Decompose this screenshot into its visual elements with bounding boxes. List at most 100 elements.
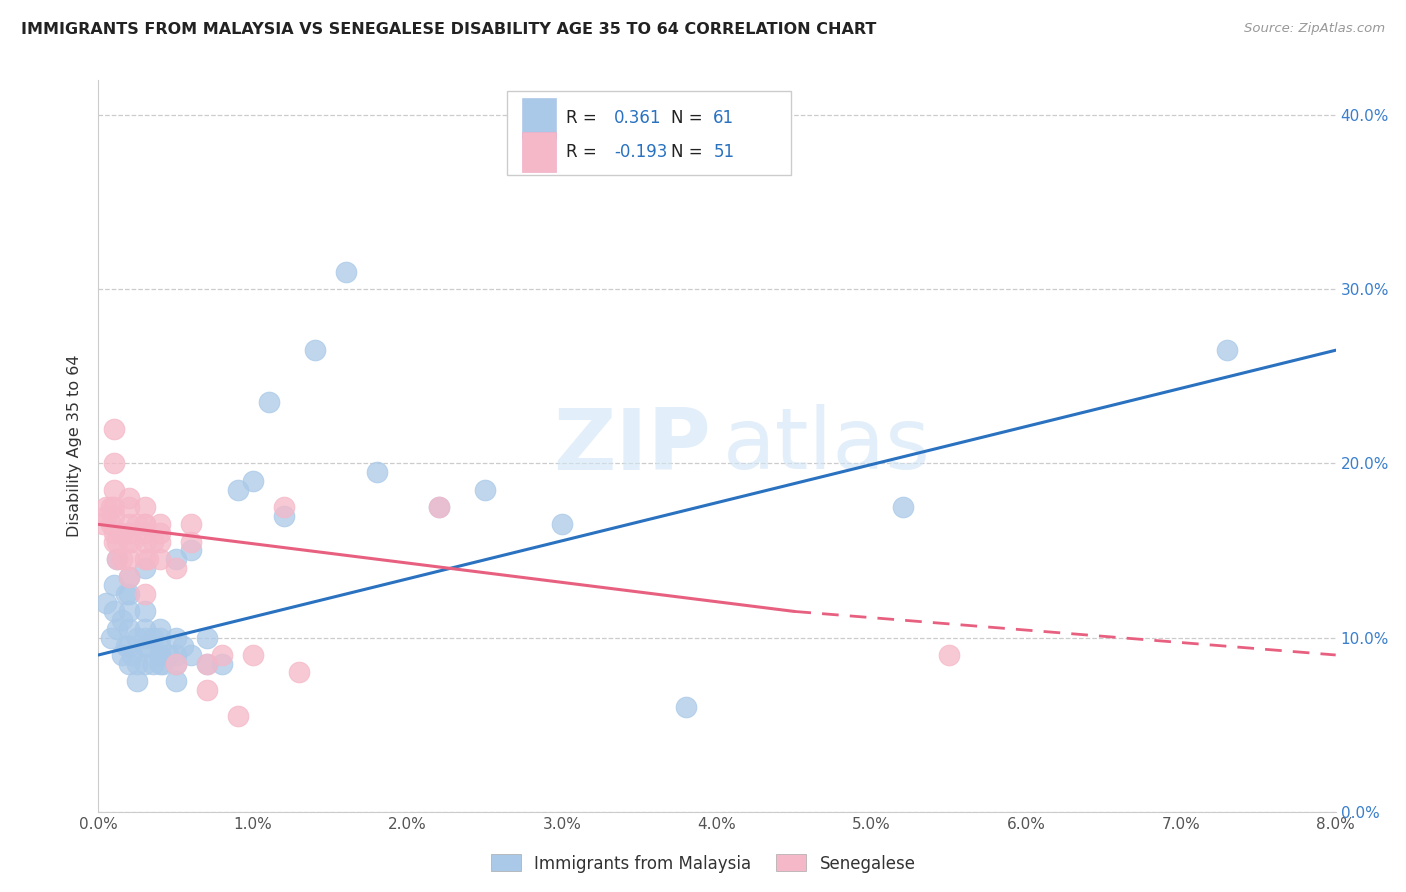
Point: [127, 657, 149, 671]
Point: [91, 517, 114, 532]
Point: [165, 552, 187, 566]
Point: [134, 534, 156, 549]
Point: [165, 561, 187, 575]
Point: [134, 622, 156, 636]
Text: ZIP: ZIP: [553, 404, 711, 488]
Point: [103, 500, 125, 514]
Point: [100, 517, 122, 532]
Point: [149, 534, 172, 549]
Point: [100, 500, 122, 514]
Point: [118, 569, 141, 583]
Point: [111, 648, 134, 662]
Point: [273, 500, 295, 514]
Point: [1216, 343, 1239, 358]
Point: [103, 534, 125, 549]
FancyBboxPatch shape: [522, 98, 557, 138]
Point: [142, 534, 165, 549]
Text: 51: 51: [713, 143, 734, 161]
Point: [118, 569, 141, 583]
Point: [118, 657, 141, 671]
Point: [180, 543, 202, 558]
Point: [103, 483, 125, 497]
Point: [103, 526, 125, 541]
Point: [136, 640, 159, 654]
Point: [100, 631, 122, 645]
Point: [134, 587, 156, 601]
Point: [134, 526, 156, 541]
Point: [226, 483, 249, 497]
Point: [427, 500, 450, 514]
Point: [105, 552, 128, 566]
Point: [195, 657, 218, 671]
Point: [103, 421, 125, 435]
Point: [134, 552, 156, 566]
Point: [157, 648, 180, 662]
Point: [134, 517, 156, 532]
Point: [180, 534, 202, 549]
Point: [96, 596, 118, 610]
FancyBboxPatch shape: [506, 91, 792, 176]
Text: IMMIGRANTS FROM MALAYSIA VS SENEGALESE DISABILITY AGE 35 TO 64 CORRELATION CHART: IMMIGRANTS FROM MALAYSIA VS SENEGALESE D…: [21, 22, 876, 37]
Point: [165, 657, 187, 671]
Point: [127, 517, 149, 532]
Point: [149, 648, 172, 662]
Point: [304, 343, 326, 358]
Point: [165, 657, 187, 671]
Point: [474, 483, 496, 497]
Point: [938, 648, 960, 662]
Point: [226, 709, 249, 723]
Point: [149, 640, 172, 654]
Point: [111, 613, 134, 627]
Text: N =: N =: [671, 143, 709, 161]
Point: [121, 534, 143, 549]
Point: [366, 465, 388, 479]
Text: 0.361: 0.361: [614, 109, 662, 128]
Point: [134, 500, 156, 514]
Point: [165, 674, 187, 689]
Point: [134, 517, 156, 532]
Point: [118, 517, 141, 532]
Text: Source: ZipAtlas.com: Source: ZipAtlas.com: [1244, 22, 1385, 36]
Point: [134, 604, 156, 618]
Point: [118, 622, 141, 636]
Text: R =: R =: [567, 143, 602, 161]
Point: [134, 561, 156, 575]
Point: [118, 604, 141, 618]
Point: [149, 552, 172, 566]
Point: [152, 657, 174, 671]
Point: [118, 587, 141, 601]
Point: [335, 265, 357, 279]
Point: [180, 648, 202, 662]
Point: [142, 631, 165, 645]
Text: R =: R =: [567, 109, 602, 128]
Point: [103, 578, 125, 592]
Point: [195, 631, 218, 645]
Point: [149, 631, 172, 645]
Point: [105, 552, 128, 566]
Point: [165, 631, 187, 645]
Point: [149, 622, 172, 636]
Legend: Immigrants from Malaysia, Senegalese: Immigrants from Malaysia, Senegalese: [484, 847, 922, 880]
Point: [118, 534, 141, 549]
Point: [165, 648, 187, 662]
Point: [115, 587, 138, 601]
Point: [96, 500, 118, 514]
Point: [211, 648, 233, 662]
Point: [118, 640, 141, 654]
Point: [134, 631, 156, 645]
Point: [288, 665, 311, 680]
Text: N =: N =: [671, 109, 709, 128]
Point: [149, 657, 172, 671]
Point: [111, 526, 134, 541]
Point: [427, 500, 450, 514]
Point: [891, 500, 914, 514]
Point: [180, 517, 202, 532]
Point: [103, 508, 125, 523]
Point: [121, 648, 143, 662]
Point: [242, 474, 264, 488]
Point: [551, 517, 574, 532]
Point: [242, 648, 264, 662]
Point: [149, 517, 172, 532]
Point: [195, 657, 218, 671]
Y-axis label: Disability Age 35 to 64: Disability Age 35 to 64: [67, 355, 83, 537]
